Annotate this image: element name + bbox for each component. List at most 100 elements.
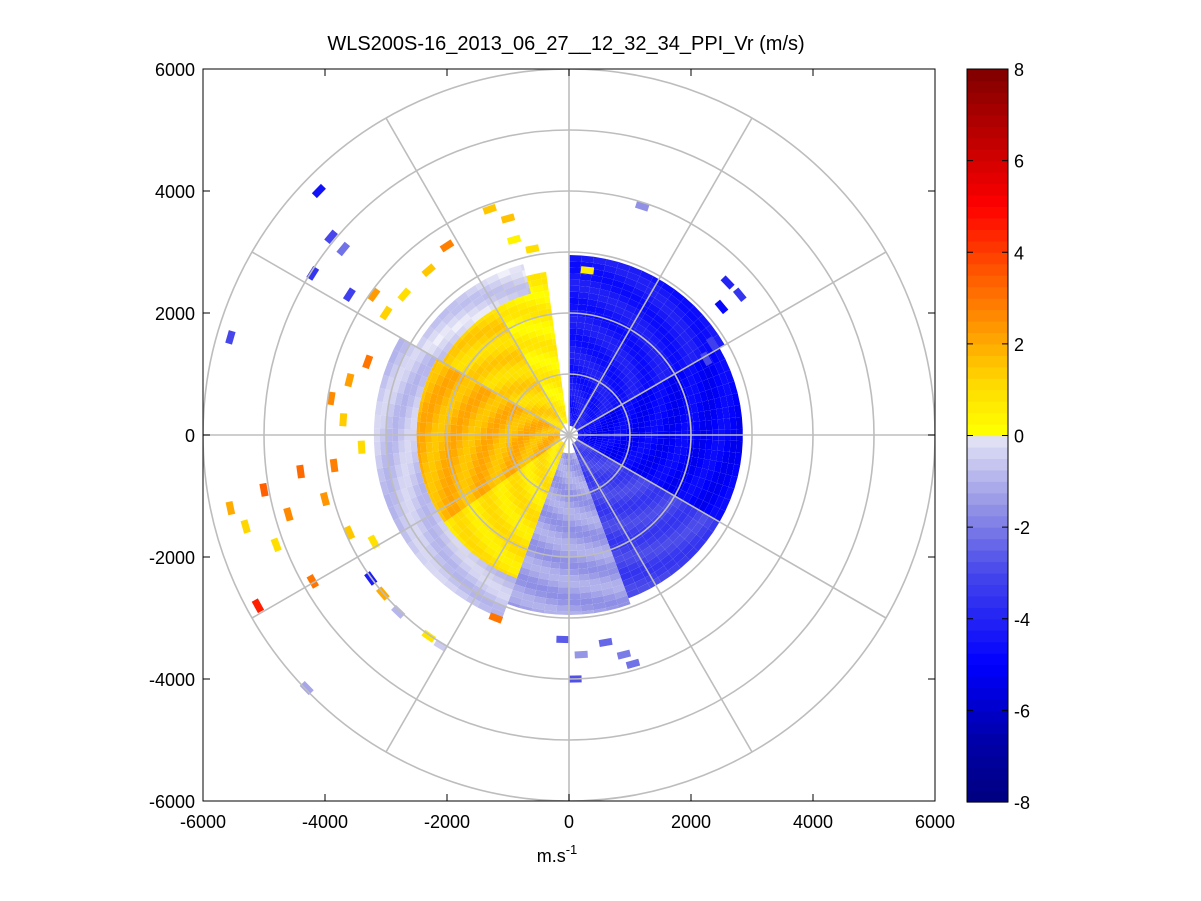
field-cell: [557, 587, 569, 594]
field-cell: [437, 307, 451, 321]
field-cell: [666, 409, 675, 418]
colorbar-level: [967, 424, 1008, 437]
field-cell: [677, 358, 688, 370]
field-cell: [523, 587, 537, 597]
field-cell: [596, 332, 606, 341]
field-cell: [514, 451, 522, 458]
azimuth-spoke: [385, 117, 570, 436]
field-cell: [502, 280, 515, 291]
field-cell: [665, 542, 678, 555]
field-cell: [511, 421, 519, 427]
field-cell: [485, 273, 500, 285]
field-cell: [599, 515, 608, 524]
field-cell: [487, 480, 497, 490]
field-cell: [538, 340, 547, 348]
field-cell: [437, 566, 452, 580]
field-cell: [625, 339, 636, 349]
field-cell: [692, 348, 704, 361]
field-cell: [376, 467, 386, 483]
field-cell: [426, 451, 435, 463]
field-cell: [653, 405, 661, 414]
field-cell: [628, 454, 636, 462]
field-cell: [519, 449, 527, 456]
field-cell: [619, 391, 628, 400]
field-cell: [529, 455, 537, 462]
field-cell: [632, 572, 645, 583]
field-cell: [569, 495, 574, 503]
field-cell: [454, 308, 468, 321]
field-cell: [574, 346, 582, 354]
field-cell: [604, 513, 614, 522]
field-cell: [460, 354, 471, 366]
field-cell: [535, 470, 543, 477]
field-cell: [593, 455, 601, 462]
field-cell: [575, 396, 580, 403]
field-cell: [548, 428, 555, 432]
field-cell: [432, 413, 440, 424]
field-cell: [549, 457, 555, 464]
field-cell: [483, 456, 492, 464]
field-cell: [504, 299, 517, 309]
field-cell: [705, 388, 715, 401]
field-cell: [579, 469, 584, 477]
field-cell: [629, 396, 638, 405]
scatter-return: [379, 305, 393, 321]
field-cell: [625, 521, 636, 531]
field-cell: [475, 413, 483, 422]
field-cell: [590, 382, 597, 390]
field-cell: [691, 521, 704, 535]
field-cell: [588, 460, 595, 468]
field-cell: [496, 343, 507, 354]
field-cell: [660, 522, 671, 534]
field-cell: [586, 380, 593, 388]
field-cell: [627, 561, 640, 572]
field-cell: [610, 381, 618, 389]
field-cell: [433, 479, 443, 492]
field-cell: [663, 424, 670, 432]
field-cell: [535, 296, 546, 305]
field-cell: [530, 443, 538, 448]
field-cell: [471, 499, 481, 509]
field-cell: [532, 558, 543, 567]
field-cell: [559, 495, 565, 502]
field-cell: [594, 520, 603, 529]
field-cell: [625, 379, 634, 389]
field-cell: [415, 336, 428, 350]
field-cell: [569, 477, 573, 484]
field-cell: [596, 300, 607, 309]
field-cell: [705, 324, 719, 338]
field-cell: [579, 378, 585, 386]
field-cell: [664, 526, 676, 539]
field-cell: [608, 409, 616, 415]
field-cell: [573, 358, 580, 366]
field-cell: [657, 361, 668, 372]
x-tick-label: 6000: [915, 812, 955, 832]
field-cell: [661, 320, 673, 332]
field-cell: [501, 556, 514, 566]
field-cell: [551, 555, 561, 563]
field-cell: [535, 427, 543, 431]
field-cell: [487, 416, 495, 424]
field-cell: [650, 443, 657, 451]
field-cell: [593, 608, 607, 614]
field-cell: [557, 386, 562, 394]
field-cell: [434, 536, 447, 550]
field-cell: [619, 545, 631, 555]
field-cell: [619, 511, 629, 521]
field-cell: [475, 504, 486, 515]
field-cell: [549, 406, 555, 413]
field-cell: [531, 532, 541, 541]
field-cell: [431, 432, 439, 443]
field-cell: [563, 465, 567, 472]
field-cell: [664, 474, 674, 485]
field-cell: [531, 388, 539, 396]
field-cell: [653, 470, 663, 480]
field-cell: [714, 460, 723, 473]
field-cell: [601, 276, 614, 286]
field-cell: [549, 356, 557, 364]
field-cell: [503, 362, 513, 372]
field-cell: [590, 414, 597, 420]
field-cell: [404, 343, 416, 358]
field-cell: [554, 418, 560, 425]
field-cell: [650, 425, 658, 433]
